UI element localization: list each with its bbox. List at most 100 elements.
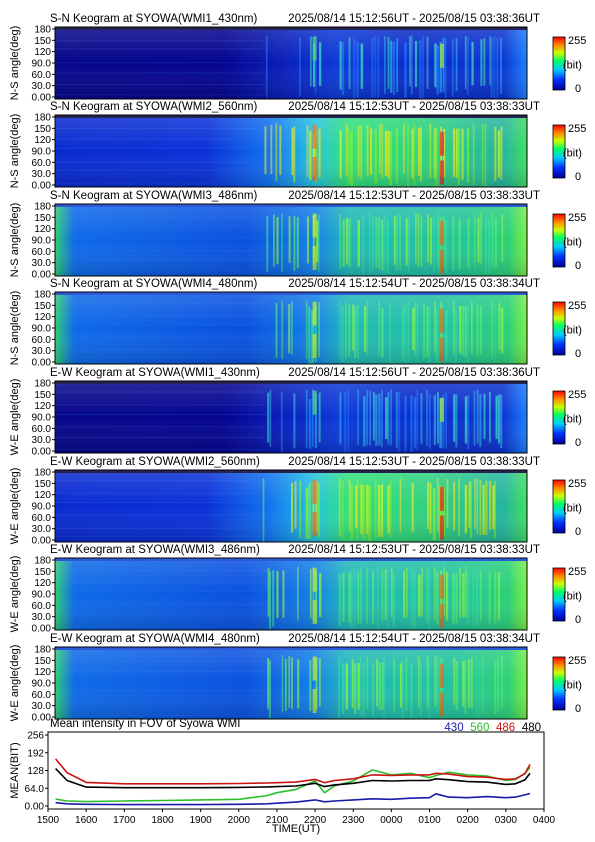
y-tick-label: 0.00 [32, 270, 52, 281]
y-tick-label: 60.0 [32, 158, 52, 169]
y-tick-label: 180 [34, 113, 51, 124]
y-tick-label: 90.0 [32, 502, 52, 513]
keogram-shading [55, 27, 527, 99]
colorbar [552, 213, 566, 268]
mean-intensity-plot: Mean intensity in FOV of Syowa WMI 480 486… [9, 718, 556, 835]
x-tick-label: 2100 [266, 815, 289, 826]
y-tick-label: 0.00 [32, 713, 52, 724]
panel-title: S-N Keogram at SYOWA(WMI2_560nm) [50, 101, 257, 113]
y-tick-label: 64.0 [25, 784, 45, 795]
y-tick-label: 0.00 [32, 447, 52, 458]
panel-title: E-W Keogram at SYOWA(WMI1_430nm) [50, 367, 260, 379]
x-tick-label: 1600 [75, 815, 98, 826]
y-axis-label: N-S angle(deg) [9, 203, 21, 278]
y-tick-label: 120 [34, 578, 51, 589]
keogram-panel: E-W Keogram at SYOWA(WMI1_430nm) 2025/08/… [9, 367, 586, 458]
y-tick-label: 150 [34, 390, 51, 401]
y-tick-label: 180 [34, 290, 51, 301]
y-tick-label: 150 [34, 124, 51, 135]
keogram-panel: S-N Keogram at SYOWA(WMI1_430nm) 2025/08/… [9, 13, 586, 104]
y-tick-label: 120 [34, 47, 51, 58]
panel-time-range: 2025/08/14 15:12:56UT - 2025/08/15 03:38… [288, 367, 540, 379]
mean-plot-frame [47, 731, 545, 810]
y-tick-label: 0.00 [32, 624, 52, 635]
colorbar-max-label: 255 [568, 389, 586, 401]
x-tick-label: 2200 [304, 815, 327, 826]
panel-time-range: 2025/08/14 15:12:53UT - 2025/08/15 03:38… [288, 101, 540, 113]
y-tick-label: 30.0 [32, 612, 52, 623]
y-tick-label: 120 [34, 135, 51, 146]
legend-entry: 430 [444, 722, 463, 734]
y-tick-label: 180 [34, 379, 51, 390]
y-tick-label: 150 [34, 213, 51, 224]
series-line [55, 768, 531, 789]
y-tick-label: 60.0 [32, 601, 52, 612]
y-tick-label: 0.00 [32, 358, 52, 369]
keogram-shading [55, 647, 527, 719]
y-tick-label: 180 [34, 202, 51, 213]
colorbar-unit-label: (bit) [563, 680, 582, 692]
y-tick-label: 150 [34, 479, 51, 490]
panel-title: S-N Keogram at SYOWA(WMI1_430nm) [50, 13, 257, 25]
series-line [55, 792, 531, 806]
colorbar-unit-label: (bit) [563, 237, 582, 249]
y-tick-label: 90.0 [32, 147, 52, 158]
y-tick-label: 256 [27, 731, 44, 742]
y-tick-label: 180 [34, 25, 51, 36]
colorbar-unit-label: (bit) [563, 503, 582, 515]
y-axis-label: N-S angle(deg) [9, 114, 21, 189]
mean-plot-title: Mean intensity in FOV of Syowa WMI [50, 718, 240, 730]
x-tick-label: 2300 [342, 815, 365, 826]
y-tick-label: 180 [34, 645, 51, 656]
x-tick-label: 0200 [457, 815, 480, 826]
colorbar [552, 301, 566, 356]
colorbar-unit-label: (bit) [563, 148, 582, 160]
y-axis-label: W-E angle(deg) [9, 468, 21, 545]
keogram-shading [55, 558, 527, 630]
y-tick-label: 60.0 [32, 690, 52, 701]
panel-time-range: 2025/08/14 15:12:53UT - 2025/08/15 03:38… [288, 190, 540, 202]
panel-time-range: 2025/08/14 15:12:54UT - 2025/08/15 03:38… [288, 633, 540, 645]
y-tick-label: 90.0 [32, 236, 52, 247]
panel-time-range: 2025/08/14 15:12:54UT - 2025/08/15 03:38… [288, 278, 540, 290]
y-tick-label: 30.0 [32, 524, 52, 535]
colorbar-min-label: 0 [575, 614, 581, 626]
y-tick-label: 90.0 [32, 324, 52, 335]
y-tick-label: 30.0 [32, 701, 52, 712]
colorbar [552, 567, 566, 622]
colorbar-min-label: 0 [575, 348, 581, 360]
keogram-shading [55, 381, 527, 453]
colorbar [552, 656, 566, 711]
panel-title: S-N Keogram at SYOWA(WMI4_480nm) [50, 278, 257, 290]
colorbar-min-label: 0 [575, 437, 581, 449]
colorbar-unit-label: (bit) [563, 325, 582, 337]
keogram-panels: S-N Keogram at SYOWA(WMI1_430nm) 2025/08/… [9, 13, 586, 724]
y-tick-label: 150 [34, 656, 51, 667]
y-tick-label: 192 [27, 748, 44, 759]
legend-entry: 560 [470, 722, 489, 734]
keogram-panel: E-W Keogram at SYOWA(WMI4_480nm) 2025/08/… [9, 633, 586, 724]
y-tick-label: 180 [34, 468, 51, 479]
colorbar [552, 390, 566, 445]
colorbar-max-label: 255 [568, 655, 586, 667]
y-tick-label: 150 [34, 567, 51, 578]
y-tick-label: 30.0 [32, 435, 52, 446]
colorbar-max-label: 255 [568, 123, 586, 135]
x-tick-label: 0300 [495, 815, 518, 826]
y-tick-label: 30.0 [32, 346, 52, 357]
y-tick-label: 0.00 [32, 181, 52, 192]
colorbar-max-label: 255 [568, 35, 586, 47]
keogram-panel: E-W Keogram at SYOWA(WMI2_560nm) 2025/08/… [9, 456, 586, 547]
colorbar-min-label: 0 [575, 526, 581, 538]
y-tick-label: 90.0 [32, 59, 52, 70]
y-tick-label: 180 [34, 556, 51, 567]
colorbar [552, 479, 566, 534]
panel-title: S-N Keogram at SYOWA(WMI3_486nm) [50, 190, 257, 202]
colorbar-min-label: 0 [575, 703, 581, 715]
x-axis-label: TIME(UT) [272, 823, 320, 835]
y-tick-label: 60.0 [32, 424, 52, 435]
colorbar-unit-label: (bit) [563, 414, 582, 426]
y-tick-label: 120 [34, 224, 51, 235]
keogram-panel: S-N Keogram at SYOWA(WMI4_480nm) 2025/08/… [9, 278, 586, 369]
